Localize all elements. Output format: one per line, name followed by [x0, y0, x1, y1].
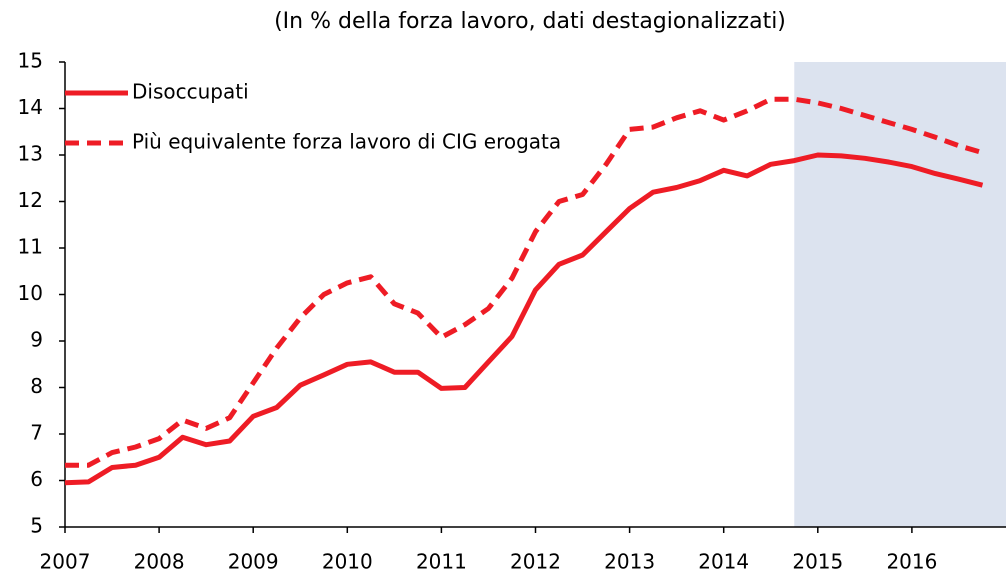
y-tick-label: 11 [18, 235, 43, 259]
x-tick-label: 2010 [322, 550, 373, 574]
x-tick-label: 2013 [604, 550, 655, 574]
x-tick-label: 2011 [416, 550, 467, 574]
y-tick-label: 10 [18, 281, 43, 305]
legend-label: Disoccupati [132, 80, 249, 104]
y-tick-label: 8 [30, 374, 43, 398]
x-tick-label: 2009 [228, 550, 279, 574]
y-tick-label: 13 [18, 142, 43, 166]
y-tick-label: 14 [18, 95, 43, 119]
legend-label: Più equivalente forza lavoro di CIG erog… [132, 130, 561, 154]
series-line [65, 96, 984, 468]
y-tick-label: 15 [18, 49, 43, 73]
y-tick-label: 9 [30, 328, 43, 352]
series-line [64, 152, 984, 486]
x-tick-label: 2007 [40, 550, 91, 574]
y-tick-label: 7 [30, 421, 43, 445]
x-tick-label: 2016 [886, 550, 937, 574]
x-tick-label: 2015 [792, 550, 843, 574]
y-tick-label: 5 [30, 514, 43, 538]
x-tick-label: 2014 [698, 550, 749, 574]
forecast-shade [794, 62, 1006, 527]
y-tick-label: 6 [30, 467, 43, 491]
x-tick-label: 2008 [134, 550, 185, 574]
x-tick-label: 2012 [510, 550, 561, 574]
y-tick-label: 12 [18, 188, 43, 212]
chart-title: (In % della forza lavoro, dati destagion… [274, 9, 786, 34]
